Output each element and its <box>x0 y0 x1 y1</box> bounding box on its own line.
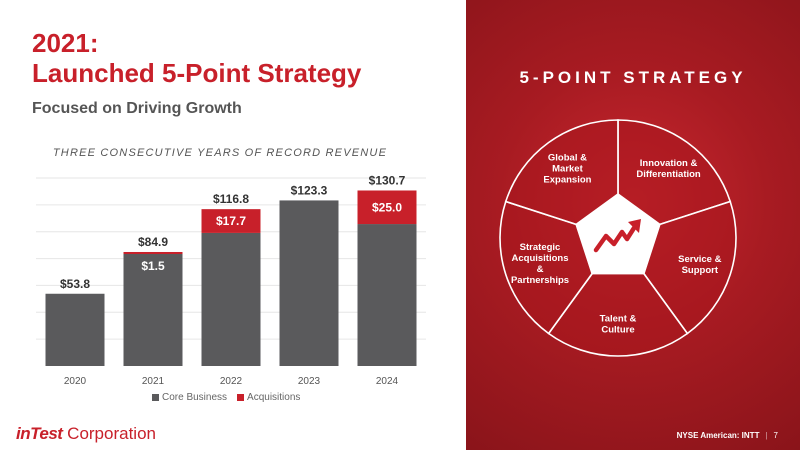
company-logo: inTest Corporation <box>16 424 156 444</box>
bar-core-2020 <box>45 293 105 366</box>
strategy-label-line: Partnerships <box>511 275 569 286</box>
strategy-label-line: Culture <box>601 325 634 336</box>
strategy-title: 5-POINT STRATEGY <box>519 68 747 87</box>
strategy-label-line: Service & <box>678 254 721 265</box>
legend-item-acquisitions: Acquisitions <box>237 392 300 403</box>
content-panel: 2021: Launched 5-Point Strategy Focused … <box>16 28 426 444</box>
total-label-2024: $130.7 <box>369 173 406 187</box>
strategy-label-4: Strategic Acquisitions & Partnerships <box>511 242 569 286</box>
x-tick-2024: 2024 <box>376 376 399 387</box>
bar-core-2021 <box>123 254 183 366</box>
strategy-segment-1 <box>617 119 732 226</box>
strategy-label-2: Service & Support <box>678 254 721 276</box>
acquisitions-label-2024: $25.0 <box>372 200 402 214</box>
strategy-center <box>575 193 661 275</box>
strategy-label-line: Strategic <box>520 242 561 253</box>
x-tick-2020: 2020 <box>64 376 87 387</box>
strategy-segment-2 <box>642 200 737 335</box>
logo-brand: inTest <box>16 424 63 443</box>
x-tick-2023: 2023 <box>298 376 321 387</box>
footer-separator: | <box>765 431 768 440</box>
legend-label-core: Core Business <box>162 392 228 403</box>
revenue-chart: $53.8 2020 $84.9 $1.5 2021 $116.8 $17.7 2022 $12… <box>36 173 426 387</box>
strategy-label-line: Market <box>552 163 583 174</box>
chart-legend: Core Business Acquisitions <box>152 392 300 403</box>
x-tick-2022: 2022 <box>220 376 243 387</box>
strategy-label-line: Global & <box>548 152 587 163</box>
bar-acquisitions-2021 <box>123 251 183 255</box>
legend-swatch-core <box>152 394 159 401</box>
bar-core-2023 <box>279 200 339 366</box>
strategy-label-line: Support <box>682 265 719 276</box>
strategy-label-line: Acquisitions <box>512 253 569 264</box>
legend-item-core: Core Business <box>152 392 227 403</box>
logo-suffix: Corporation <box>62 424 156 443</box>
strategy-label-line: & <box>537 264 544 275</box>
bar-core-2022 <box>201 232 261 366</box>
acquisitions-label-2021: $1.5 <box>141 259 165 273</box>
title-line-1: 2021: <box>32 28 99 58</box>
growth-arrow-icon <box>593 219 641 253</box>
chart-title: THREE CONSECUTIVE YEARS OF RECORD REVENU… <box>52 147 388 159</box>
strategy-segment-4 <box>499 200 594 335</box>
legend-label-acquisitions: Acquisitions <box>247 392 301 403</box>
strategy-wheel: Innovation & Differentiation Service & Supp… <box>499 119 737 357</box>
title-line-2: Launched 5-Point Strategy <box>32 58 362 88</box>
legend-swatch-acquisitions <box>237 394 245 401</box>
strategy-label-5: Global & Market Expansion <box>543 152 591 185</box>
strategy-segment-5 <box>504 119 619 226</box>
total-label-2023: $123.3 <box>291 183 328 197</box>
strategy-label-1: Innovation & Differentiation <box>636 158 701 180</box>
strategy-label-line: Expansion <box>543 174 591 185</box>
slide-title: 2021: Launched 5-Point Strategy <box>32 28 361 88</box>
strategy-label-line: Innovation & <box>640 158 698 169</box>
total-label-2022: $116.8 <box>213 192 249 206</box>
growth-arrow-head <box>628 219 641 233</box>
bar-acquisitions-2022 <box>201 209 261 233</box>
growth-arrow-line <box>593 225 637 253</box>
footer: NYSE American: INTT | 7 <box>677 431 778 440</box>
acquisitions-label-2022: $17.7 <box>216 214 246 228</box>
ticker-label: NYSE American: INTT <box>676 431 760 440</box>
page-number: 7 <box>773 431 778 440</box>
strategy-label-line: Talent & <box>600 314 637 325</box>
strategy-segment-3 <box>547 272 689 357</box>
total-label-2020: $53.8 <box>60 277 90 291</box>
bar-acquisitions-2024 <box>357 190 417 225</box>
x-tick-2021: 2021 <box>142 376 165 387</box>
strategy-panel: 5-POINT STRATEGY Innovation & Differentia… <box>466 0 800 450</box>
total-label-2021: $84.9 <box>138 235 168 249</box>
slide-subtitle: Focused on Driving Growth <box>32 100 242 117</box>
strategy-label-line: Differentiation <box>636 169 701 180</box>
bar-core-2024 <box>357 224 417 366</box>
strategy-label-3: Talent & Culture <box>600 314 637 336</box>
